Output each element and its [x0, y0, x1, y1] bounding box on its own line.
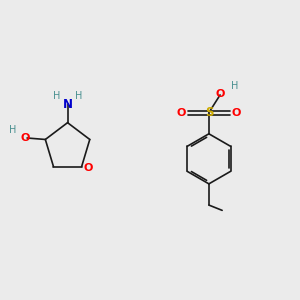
Text: O: O [83, 163, 93, 173]
Text: H: H [75, 91, 82, 100]
Text: S: S [205, 106, 213, 119]
Text: H: H [53, 91, 60, 100]
Text: O: O [21, 133, 30, 143]
Text: H: H [230, 81, 238, 91]
Text: H: H [9, 125, 16, 135]
Text: O: O [215, 89, 225, 99]
Text: O: O [176, 108, 186, 118]
Text: O: O [232, 108, 241, 118]
Text: N: N [63, 98, 73, 111]
